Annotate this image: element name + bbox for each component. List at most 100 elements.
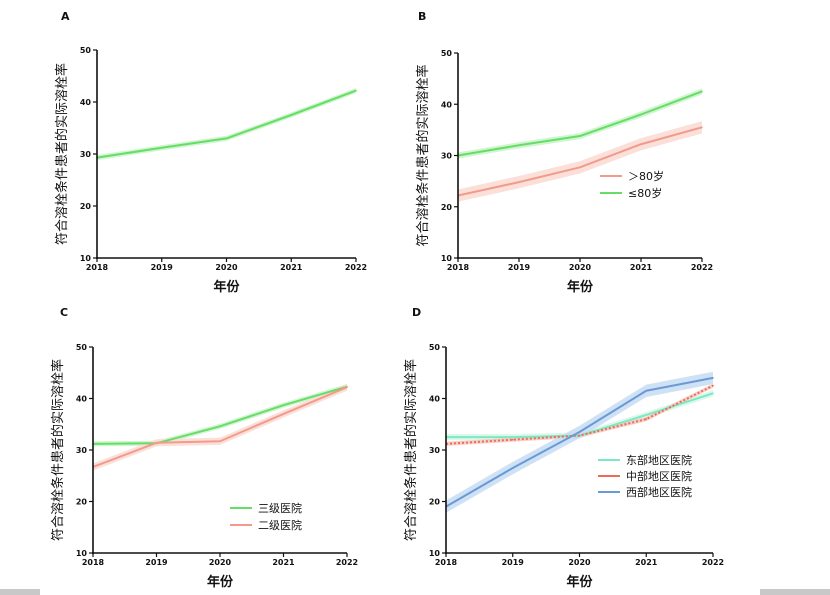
data-point xyxy=(511,438,514,441)
data-point xyxy=(645,414,648,416)
y-tick-label: 50 xyxy=(80,46,92,55)
y-tick-label: 10 xyxy=(76,549,88,558)
data-point xyxy=(225,137,228,140)
data-point xyxy=(701,126,703,129)
y-tick-label: 40 xyxy=(80,98,92,107)
y-tick-label: 10 xyxy=(441,254,453,263)
x-tick-label: 2021 xyxy=(280,263,303,272)
panel-label: B xyxy=(418,10,426,23)
y-tick-label: 30 xyxy=(429,446,441,455)
y-tick-label: 20 xyxy=(429,498,441,507)
y-tick-label: 10 xyxy=(429,549,441,558)
data-point xyxy=(640,113,642,116)
data-point xyxy=(219,440,221,443)
series-band xyxy=(97,87,356,161)
y-tick-label: 40 xyxy=(441,100,453,109)
y-axis-title: 符合溶栓条件患者的实际溶栓率 xyxy=(54,63,70,245)
x-tick-label: 2022 xyxy=(345,263,367,272)
panel-c: C 10 20 30 40 50 2018 2019 2020 2021 2022 年份 符合溶栓条件患… xyxy=(50,306,358,590)
x-tick-label: 2018 xyxy=(435,558,458,567)
legend-label: 中部地区医院 xyxy=(626,469,692,483)
x-tick-label: 2019 xyxy=(145,558,168,567)
y-tick-label: 30 xyxy=(76,446,88,455)
panel-label: A xyxy=(61,10,70,23)
data-point xyxy=(640,143,642,146)
y-tick-label: 10 xyxy=(80,254,92,263)
x-tick-label: 2019 xyxy=(508,263,531,272)
y-tick-label: 50 xyxy=(76,343,88,352)
data-point xyxy=(346,386,348,388)
x-tick-label: 2018 xyxy=(82,558,105,567)
x-tick-label: 2018 xyxy=(447,263,470,272)
x-axis-title: 年份 xyxy=(213,279,240,295)
data-point xyxy=(282,404,285,406)
y-tick-label: 50 xyxy=(429,343,441,352)
x-tick-label: 2021 xyxy=(272,558,295,567)
data-point xyxy=(518,181,520,183)
series-band xyxy=(446,390,713,441)
y-tick-label: 20 xyxy=(76,498,88,507)
x-tick-label: 2020 xyxy=(209,558,232,567)
y-tick-label: 30 xyxy=(80,150,92,159)
data-point xyxy=(511,467,514,469)
panel-b: B 10 20 30 40 50 2018 2019 2020 2021 2022 年份 符合溶栓条件患… xyxy=(415,10,713,295)
x-tick-label: 2020 xyxy=(569,263,592,272)
data-point xyxy=(155,441,158,444)
series-band xyxy=(93,384,347,447)
panel-a: A 10 20 30 40 50 2018 2019 2020 2021 2022 年份 符合溶栓条件患… xyxy=(54,10,367,295)
x-tick-label: 2019 xyxy=(151,263,174,272)
data-point xyxy=(578,431,581,433)
legend-label: 西部地区医院 xyxy=(626,485,692,499)
x-tick-label: 2021 xyxy=(635,558,658,567)
data-point xyxy=(645,418,648,420)
y-tick-label: 40 xyxy=(76,395,88,404)
y-axis-title: 符合溶栓条件患者的实际溶栓率 xyxy=(415,64,431,246)
y-tick-label: 30 xyxy=(441,152,453,161)
series-band xyxy=(446,371,713,513)
y-tick-label: 20 xyxy=(441,203,453,212)
data-point xyxy=(645,389,648,392)
legend-label: 二级医院 xyxy=(258,518,302,532)
series-line xyxy=(457,90,703,157)
data-point xyxy=(701,90,703,93)
x-tick-label: 2022 xyxy=(702,558,724,567)
panel-label: C xyxy=(60,306,68,319)
legend-label: 三级医院 xyxy=(258,501,302,515)
data-point xyxy=(579,135,581,137)
data-point xyxy=(579,166,581,169)
y-tick-label: 40 xyxy=(429,395,441,404)
bottom-scroll-strip-left xyxy=(0,589,40,595)
x-tick-label: 2020 xyxy=(215,263,238,272)
series-line xyxy=(96,89,357,159)
y-axis-title: 符合溶栓条件患者的实际溶栓率 xyxy=(403,359,419,541)
x-tick-label: 2018 xyxy=(86,263,109,272)
x-axis-title: 年份 xyxy=(207,574,234,590)
data-point xyxy=(160,146,163,149)
data-point xyxy=(355,89,357,92)
data-point xyxy=(712,392,714,395)
legend-label: 东部地区医院 xyxy=(626,453,692,467)
data-point xyxy=(578,434,581,437)
x-tick-label: 2019 xyxy=(502,558,525,567)
y-axis-title: 符合溶栓条件患者的实际溶栓率 xyxy=(50,359,66,541)
data-point xyxy=(290,114,293,116)
panel-label: D xyxy=(412,306,421,319)
y-tick-label: 20 xyxy=(80,202,92,211)
legend-label: ≤80岁 xyxy=(628,186,662,200)
legend-label: ＞80岁 xyxy=(628,169,664,183)
data-point xyxy=(219,425,221,428)
data-point xyxy=(282,413,285,415)
y-tick-label: 50 xyxy=(441,49,453,58)
x-axis-title: 年份 xyxy=(566,574,593,590)
x-tick-label: 2021 xyxy=(630,263,653,272)
data-point xyxy=(712,384,714,387)
x-tick-label: 2020 xyxy=(568,558,591,567)
panel-d: D 10 20 30 40 50 2018 2019 2020 2021 2022 年份 符合溶栓条件患… xyxy=(403,306,724,590)
data-point xyxy=(712,377,714,379)
series-band xyxy=(458,88,702,159)
data-point xyxy=(511,436,514,438)
bottom-scroll-strip-right xyxy=(760,589,830,595)
x-tick-label: 2022 xyxy=(336,558,358,567)
x-tick-label: 2022 xyxy=(691,263,713,272)
